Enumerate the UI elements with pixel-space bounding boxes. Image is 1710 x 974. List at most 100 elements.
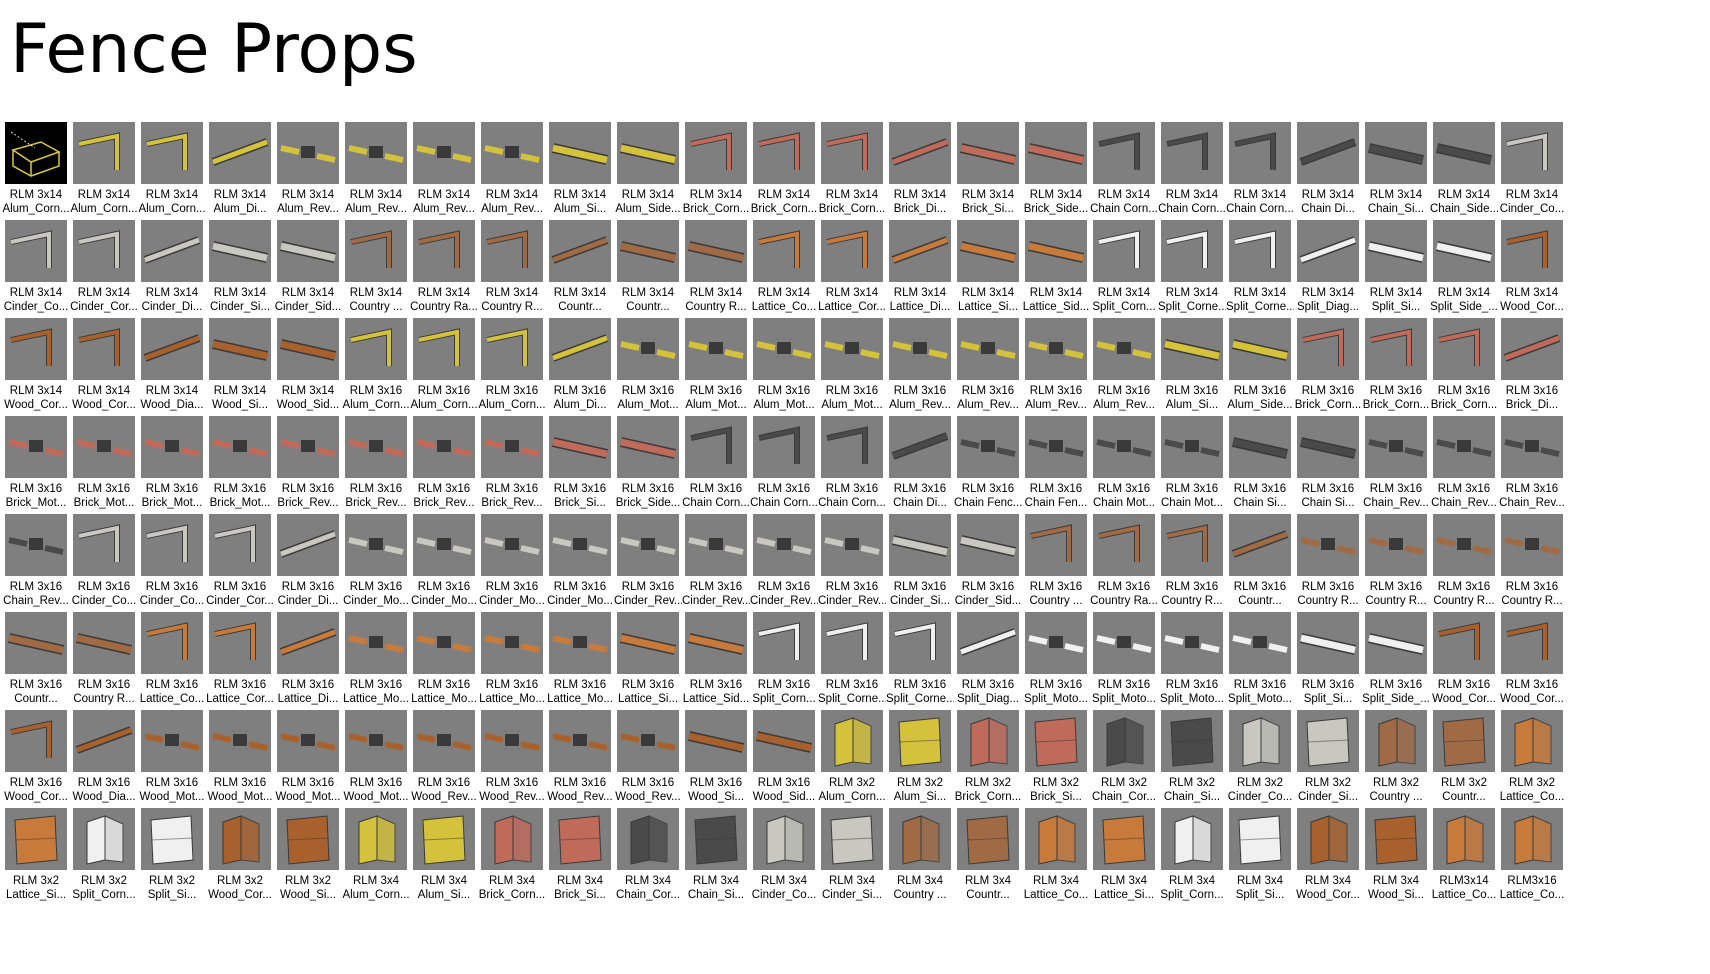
- thumbnail-item[interactable]: RLM 3x14 Chain_Si...: [1362, 122, 1430, 222]
- thumbnail-item[interactable]: RLM 3x16 Wood_Rev...: [410, 710, 478, 810]
- thumbnail-item[interactable]: RLM 3x16 Wood_Sid...: [750, 710, 818, 810]
- thumbnail-item[interactable]: RLM 3x16 Wood_Mot...: [206, 710, 274, 810]
- thumbnail-item[interactable]: RLM 3x16 Lattice_Mo...: [410, 612, 478, 712]
- thumbnail-item[interactable]: RLM 3x14 Alum_Corn...: [70, 122, 138, 222]
- thumbnail-item[interactable]: RLM 3x2 Wood_Cor...: [206, 808, 274, 908]
- thumbnail-item[interactable]: RLM 3x2 Split_Corn...: [70, 808, 138, 908]
- thumbnail-item[interactable]: RLM 3x16 Brick_Rev...: [342, 416, 410, 516]
- thumbnail-item[interactable]: RLM 3x16 Country R...: [1430, 514, 1498, 614]
- thumbnail-item[interactable]: RLM 3x16 Brick_Rev...: [478, 416, 546, 516]
- thumbnail-item[interactable]: RLM 3x16 Chain Corn...: [750, 416, 818, 516]
- thumbnail-item[interactable]: RLM 3x16 Lattice_Mo...: [546, 612, 614, 712]
- thumbnail-item[interactable]: RLM 3x16 Cinder_Rev...: [682, 514, 750, 614]
- thumbnail-item[interactable]: RLM 3x16 Wood_Rev...: [546, 710, 614, 810]
- thumbnail-item[interactable]: RLM 3x16 Brick_Mot...: [2, 416, 70, 516]
- thumbnail-item[interactable]: RLM 3x14 Cinder_Co...: [1498, 122, 1566, 222]
- thumbnail-item[interactable]: RLM 3x4 Chain_Si...: [682, 808, 750, 908]
- thumbnail-item[interactable]: RLM 3x16 Country R...: [1294, 514, 1362, 614]
- thumbnail-item[interactable]: RLM 3x16 Lattice_Co...: [138, 612, 206, 712]
- thumbnail-item[interactable]: RLM 3x4 Country ...: [886, 808, 954, 908]
- thumbnail-item[interactable]: RLM 3x14 Countr...: [546, 220, 614, 320]
- thumbnail-item[interactable]: RLM 3x14 Wood_Cor...: [1498, 220, 1566, 320]
- thumbnail-item[interactable]: RLM 3x16 Cinder_Rev...: [750, 514, 818, 614]
- thumbnail-item[interactable]: RLM 3x14 Countr...: [614, 220, 682, 320]
- thumbnail-item[interactable]: RLM 3x14 Split_Side_...: [1430, 220, 1498, 320]
- thumbnail-item[interactable]: RLM 3x4 Split_Corn...: [1158, 808, 1226, 908]
- thumbnail-item[interactable]: RLM 3x16 Brick_Rev...: [410, 416, 478, 516]
- thumbnail-item[interactable]: RLM 3x14 Cinder_Di...: [138, 220, 206, 320]
- thumbnail-item[interactable]: RLM 3x2 Cinder_Co...: [1226, 710, 1294, 810]
- thumbnail-item[interactable]: RLM 3x16 Alum_Mot...: [750, 318, 818, 418]
- thumbnail-item[interactable]: RLM 3x16 Cinder_Co...: [70, 514, 138, 614]
- thumbnail-item[interactable]: RLM 3x4 Cinder_Co...: [750, 808, 818, 908]
- thumbnail-item[interactable]: RLM 3x16 Wood_Rev...: [614, 710, 682, 810]
- thumbnail-item[interactable]: RLM 3x16 Cinder_Mo...: [478, 514, 546, 614]
- thumbnail-item[interactable]: RLM 3x14 Wood_Sid...: [274, 318, 342, 418]
- thumbnail-item[interactable]: RLM 3x16 Chain Si...: [1294, 416, 1362, 516]
- thumbnail-item[interactable]: RLM 3x16 Chain Mot...: [1158, 416, 1226, 516]
- thumbnail-item[interactable]: RLM 3x16 Chain Fenc...: [954, 416, 1022, 516]
- thumbnail-item[interactable]: RLM 3x16 Cinder_Cor...: [206, 514, 274, 614]
- thumbnail-item[interactable]: RLM 3x16 Chain_Rev...: [1498, 416, 1566, 516]
- thumbnail-item[interactable]: RLM 3x16 Cinder_Si...: [886, 514, 954, 614]
- thumbnail-item[interactable]: RLM 3x14 Cinder_Si...: [206, 220, 274, 320]
- thumbnail-item[interactable]: RLM 3x16 Alum_Side...: [1226, 318, 1294, 418]
- thumbnail-item[interactable]: RLM 3x16 Cinder_Mo...: [342, 514, 410, 614]
- thumbnail-item[interactable]: RLM 3x14 Country R...: [478, 220, 546, 320]
- thumbnail-item[interactable]: RLM 3x16 Brick_Mot...: [70, 416, 138, 516]
- thumbnail-item[interactable]: RLM 3x16 Brick_Rev...: [274, 416, 342, 516]
- thumbnail-item[interactable]: RLM 3x16 Countr...: [2, 612, 70, 712]
- thumbnail-item[interactable]: RLM 3x16 Alum_Corn...: [410, 318, 478, 418]
- thumbnail-item[interactable]: RLM 3x16 Alum_Rev...: [954, 318, 1022, 418]
- thumbnail-item[interactable]: RLM 3x16 Wood_Cor...: [2, 710, 70, 810]
- thumbnail-item[interactable]: RLM 3x16 Brick_Di...: [1498, 318, 1566, 418]
- thumbnail-item[interactable]: RLM 3x4 Cinder_Si...: [818, 808, 886, 908]
- thumbnail-item[interactable]: RLM 3x16 Alum_Mot...: [614, 318, 682, 418]
- thumbnail-item[interactable]: RLM 3x16 Country ...: [1022, 514, 1090, 614]
- thumbnail-item[interactable]: RLM 3x16 Lattice_Cor...: [206, 612, 274, 712]
- thumbnail-item[interactable]: RLM 3x14 Brick_Corn...: [750, 122, 818, 222]
- thumbnail-item[interactable]: RLM 3x4 Brick_Si...: [546, 808, 614, 908]
- thumbnail-item[interactable]: RLM 3x2 Brick_Si...: [1022, 710, 1090, 810]
- thumbnail-item[interactable]: RLM 3x16 Wood_Si...: [682, 710, 750, 810]
- thumbnail-item[interactable]: RLM 3x2 Chain_Si...: [1158, 710, 1226, 810]
- thumbnail-item[interactable]: RLM 3x16 Cinder_Sid...: [954, 514, 1022, 614]
- thumbnail-item[interactable]: RLM 3x16 Chain Fen...: [1022, 416, 1090, 516]
- thumbnail-item[interactable]: RLM 3x4 Alum_Si...: [410, 808, 478, 908]
- thumbnail-item[interactable]: RLM 3x16 Split_Corne...: [818, 612, 886, 712]
- thumbnail-item[interactable]: RLM 3x14 Wood_Cor...: [2, 318, 70, 418]
- thumbnail-item[interactable]: RLM 3x14 Chain Corn...: [1158, 122, 1226, 222]
- thumbnail-item[interactable]: RLM 3x14 Brick_Corn...: [682, 122, 750, 222]
- thumbnail-item[interactable]: RLM 3x14 Country R...: [682, 220, 750, 320]
- thumbnail-item[interactable]: RLM 3x14 Lattice_Di...: [886, 220, 954, 320]
- thumbnail-item[interactable]: RLM 3x14 Lattice_Sid...: [1022, 220, 1090, 320]
- thumbnail-item[interactable]: RLM 3x16 Alum_Corn...: [478, 318, 546, 418]
- thumbnail-item[interactable]: RLM 3x4 Alum_Corn...: [342, 808, 410, 908]
- thumbnail-item[interactable]: RLM 3x16 Country R...: [1362, 514, 1430, 614]
- thumbnail-item[interactable]: RLM 3x14 Brick_Side...: [1022, 122, 1090, 222]
- thumbnail-item[interactable]: RLM 3x16 Lattice_Di...: [274, 612, 342, 712]
- thumbnail-item[interactable]: RLM 3x16 Cinder_Rev...: [818, 514, 886, 614]
- thumbnail-item[interactable]: RLM 3x16 Split_Corne...: [886, 612, 954, 712]
- thumbnail-item[interactable]: RLM 3x14 Split_Diag...: [1294, 220, 1362, 320]
- thumbnail-item[interactable]: RLM 3x14 Split_Si...: [1362, 220, 1430, 320]
- thumbnail-item[interactable]: RLM 3x16 Lattice_Mo...: [478, 612, 546, 712]
- thumbnail-item[interactable]: RLM 3x16 Alum_Si...: [1158, 318, 1226, 418]
- thumbnail-item[interactable]: RLM 3x14 Wood_Cor...: [70, 318, 138, 418]
- thumbnail-item[interactable]: RLM 3x14 Lattice_Si...: [954, 220, 1022, 320]
- thumbnail-item[interactable]: RLM 3x16 Wood_Rev...: [478, 710, 546, 810]
- thumbnail-item[interactable]: RLM 3x2 Alum_Si...: [886, 710, 954, 810]
- thumbnail-item[interactable]: RLM 3x16 Split_Side_...: [1362, 612, 1430, 712]
- thumbnail-item[interactable]: RLM 3x16 Brick_Corn...: [1362, 318, 1430, 418]
- thumbnail-item[interactable]: RLM 3x16 Country R...: [70, 612, 138, 712]
- thumbnail-item[interactable]: RLM 3x4 Lattice_Co...: [1022, 808, 1090, 908]
- thumbnail-item[interactable]: RLM 3x16 Split_Moto...: [1022, 612, 1090, 712]
- thumbnail-item[interactable]: RLM 3x4 Chain_Cor...: [614, 808, 682, 908]
- thumbnail-item[interactable]: RLM 3x16 Split_Moto...: [1090, 612, 1158, 712]
- thumbnail-item[interactable]: RLM 3x14 Chain Di...: [1294, 122, 1362, 222]
- thumbnail-item[interactable]: RLM 3x16 Chain_Rev...: [1362, 416, 1430, 516]
- thumbnail-item[interactable]: RLM 3x16 Cinder_Di...: [274, 514, 342, 614]
- thumbnail-item[interactable]: RLM 3x16 Brick_Corn...: [1430, 318, 1498, 418]
- thumbnail-item[interactable]: RLM 3x16 Alum_Rev...: [1090, 318, 1158, 418]
- thumbnail-item[interactable]: RLM 3x4 Wood_Cor...: [1294, 808, 1362, 908]
